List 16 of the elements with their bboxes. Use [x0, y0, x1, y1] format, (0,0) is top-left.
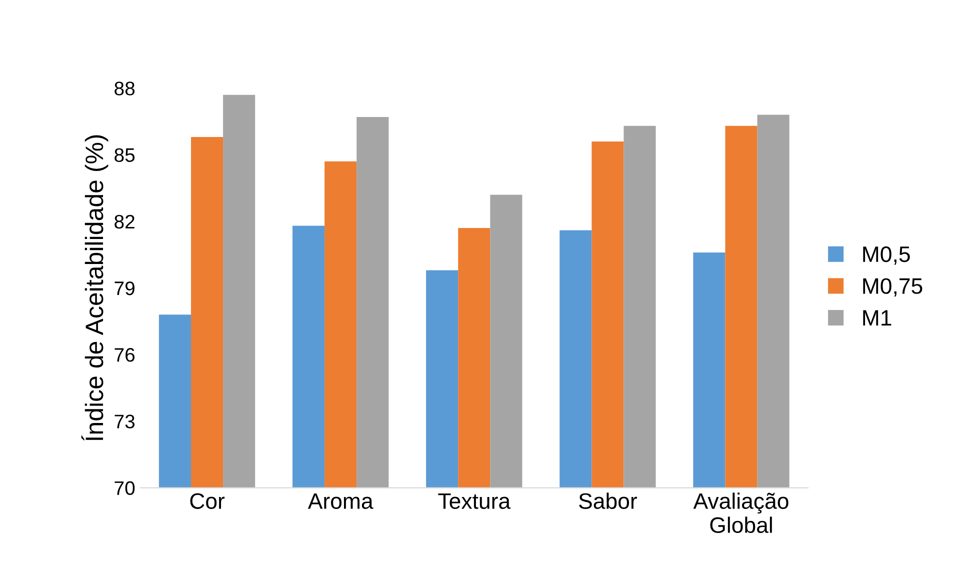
y-tick-label: 79: [114, 281, 134, 296]
legend-label: M0,5: [863, 246, 910, 265]
x-tick-label: Textura: [438, 493, 511, 509]
y-tick-label: 82: [114, 214, 134, 229]
y-axis-title: Índice de Aceitabilidade (%): [81, 135, 108, 440]
y-tick-label: 70: [114, 481, 135, 496]
y-tick-label: 88: [114, 82, 135, 96]
legend-label: M1: [863, 310, 892, 326]
y-tick-label: 76: [114, 348, 135, 362]
y-tick-label: 85: [114, 148, 135, 162]
legend-label: M0,75: [863, 278, 922, 297]
x-tick-label: Sabor: [579, 492, 637, 509]
x-tick-label: Aroma: [308, 493, 374, 509]
y-tick-label: 73: [114, 414, 135, 428]
x-tick-label: Avaliação Global: [693, 492, 788, 533]
x-tick-label: Cor: [190, 493, 225, 509]
